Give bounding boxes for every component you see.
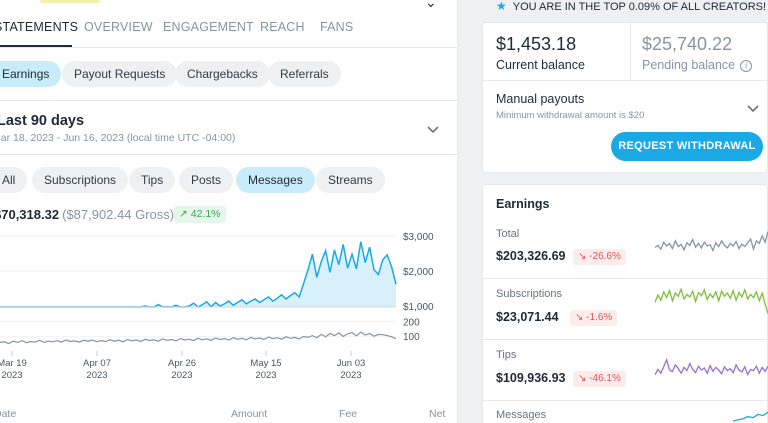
tips-sparkline (655, 357, 768, 377)
trend-down-icon: ↘ (578, 251, 587, 262)
x-tick-label: Jun 03 2023 (336, 358, 366, 381)
divider (630, 22, 631, 80)
period-range: Mar 18, 2023 - Jun 16, 2023 (local time … (0, 132, 236, 144)
filter-posts[interactable]: Posts (179, 167, 234, 193)
info-icon[interactable]: i (740, 60, 753, 72)
earnings-row-name: Tips (496, 349, 517, 361)
earnings-chart: $3,000 $2,000 $1,000 200 100 (0, 232, 434, 356)
manual-payouts-title[interactable]: Manual payouts (496, 92, 585, 106)
subtab-chargebacks[interactable]: Chargebacks (175, 61, 270, 87)
y-tick-label: $1,000 (403, 302, 434, 313)
top-creator-banner: ★ YOU ARE IN THE TOP 0.09% OF ALL CREATOR… (496, 0, 766, 13)
request-withdrawal-button[interactable]: REQUEST WITHDRAWAL (611, 132, 763, 161)
series-line-count (0, 331, 397, 345)
earnings-total: $70,318.32 ($87,902.44 Gross) (0, 207, 174, 222)
change-value: 42.1% (190, 208, 221, 220)
banner-text: YOU ARE IN THE TOP 0.09% OF ALL CREATORS… (512, 1, 767, 13)
star-icon: ★ (496, 0, 507, 13)
pending-label-text: Pending balance (642, 58, 736, 72)
current-balance-amount: $1,453.18 (496, 34, 577, 54)
sparkline-path (655, 287, 768, 314)
statistics-tabs: STATEMENTS OVERVIEW ENGAGEMENT REACH FAN… (0, 0, 457, 48)
subtab-payout-requests[interactable]: Payout Requests (62, 61, 178, 87)
column-header-date[interactable]: Date (0, 408, 17, 420)
divider (482, 80, 768, 81)
earnings-row-amount: $203,326.69 (496, 249, 566, 263)
subscriptions-sparkline (655, 287, 768, 314)
earnings-row-name: Messages (496, 409, 547, 421)
divider (0, 154, 457, 155)
earning-type-filters: All Subscriptions Tips Posts Messages St… (0, 155, 457, 207)
column-header-net[interactable]: Net (429, 408, 446, 420)
total-gross: ($87,902.44 Gross) (62, 207, 175, 222)
column-header-fee[interactable]: Fee (339, 408, 358, 420)
earnings-row-change: ↘ -46.1% (573, 371, 626, 387)
divider (482, 400, 768, 401)
tab-fans[interactable]: FANS (320, 20, 354, 34)
trend-down-icon: ↘ (575, 312, 584, 323)
column-header-amount[interactable]: Amount (231, 408, 268, 420)
sparkline-path (733, 411, 768, 422)
statement-type-tabs: Earnings Payout Requests Chargebacks Ref… (0, 48, 457, 100)
messages-sparkline (733, 411, 768, 422)
earnings-row-amount: $109,936.93 (496, 371, 566, 385)
filter-messages[interactable]: Messages (236, 167, 315, 193)
sparkline-path (655, 357, 768, 377)
trend-down-icon: ↘ (578, 373, 587, 384)
earnings-row-name: Total (496, 228, 520, 240)
earnings-row-amount: $23,071.44 (496, 310, 559, 324)
filter-tips[interactable]: Tips (129, 167, 176, 193)
y-tick-label: 200 (403, 317, 420, 328)
top-highlight-strip (40, 0, 100, 3)
earnings-row-change: ↘ -26.6% (573, 249, 626, 265)
filter-subscriptions[interactable]: Subscriptions (32, 167, 129, 193)
earnings-row-name: Subscriptions (496, 288, 563, 300)
divider (482, 278, 768, 279)
statements-panel: ⌄ STATEMENTS OVERVIEW ENGAGEMENT REACH F… (0, 0, 458, 423)
active-tab-indicator (0, 45, 72, 47)
y-tick-label: $3,000 (403, 232, 434, 243)
divider (0, 100, 457, 101)
change-badge: ↗ 42.1% (174, 206, 226, 223)
filter-all[interactable]: All (0, 167, 28, 193)
x-tick-label: Apr 26 2023 (168, 358, 196, 381)
trend-up-icon: ↗ (179, 208, 188, 220)
total-net: $70,318.32 (0, 207, 60, 222)
x-tick-label: Apr 07 2023 (83, 358, 111, 381)
area-fill (0, 241, 396, 307)
period-title[interactable]: Last 90 days (0, 113, 85, 129)
earnings-row-change: ↘ -1.6% (570, 310, 618, 326)
y-tick-label: 100 (403, 332, 420, 343)
x-tick-label: Mar 19 2023 (0, 358, 27, 381)
dropdown-caret-icon[interactable]: ⌄ (425, 0, 437, 10)
pending-balance-amount: $25,740.22 (642, 34, 733, 54)
total-sparkline (655, 231, 768, 253)
subtab-referrals[interactable]: Referrals (268, 61, 341, 87)
min-withdrawal-note: Minimum withdrawal amount is $20 (496, 110, 645, 121)
tab-statements[interactable]: STATEMENTS (0, 20, 79, 34)
tab-overview[interactable]: OVERVIEW (84, 20, 153, 34)
chevron-down-icon[interactable] (746, 101, 760, 115)
current-balance-label: Current balance (496, 58, 585, 72)
sparkline-path (655, 231, 768, 253)
y-tick-label: $2,000 (403, 267, 434, 278)
tab-engagement[interactable]: ENGAGEMENT (163, 20, 254, 34)
divider (482, 339, 768, 340)
filter-streams[interactable]: Streams (316, 167, 385, 193)
tab-reach[interactable]: REACH (260, 20, 305, 34)
chevron-down-icon[interactable] (426, 122, 440, 136)
subtab-earnings[interactable]: Earnings (0, 61, 62, 87)
pending-balance-label: Pending balance i (642, 58, 753, 72)
x-tick-label: May 15 2023 (250, 358, 282, 381)
earnings-card-title: Earnings (496, 197, 550, 211)
